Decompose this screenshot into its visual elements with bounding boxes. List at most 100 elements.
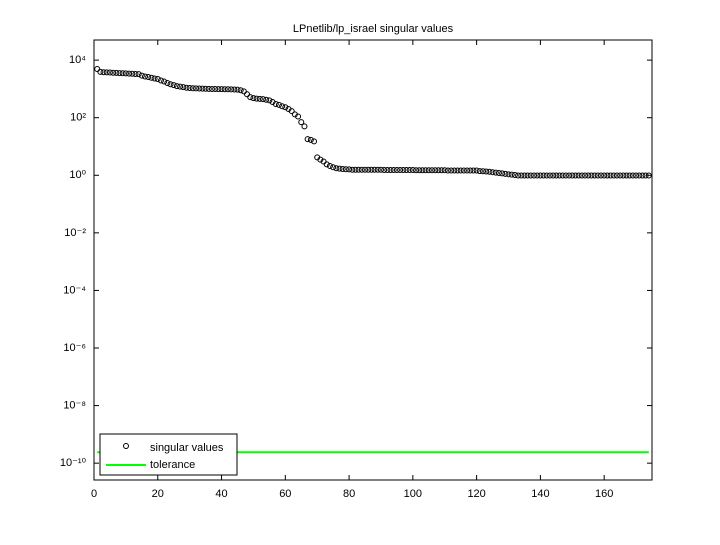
data-point xyxy=(282,104,289,111)
data-point xyxy=(355,166,362,173)
data-point xyxy=(527,172,534,179)
data-point xyxy=(511,172,518,179)
data-point xyxy=(642,172,649,179)
data-point xyxy=(129,70,136,77)
data-point xyxy=(467,167,474,174)
data-point xyxy=(167,81,174,88)
data-point xyxy=(639,172,646,179)
data-point xyxy=(247,94,254,101)
data-point xyxy=(562,172,569,179)
y-tick-label: 10⁰ xyxy=(69,169,86,181)
data-point xyxy=(199,85,206,92)
data-point xyxy=(397,167,404,174)
data-point xyxy=(228,86,235,93)
data-point xyxy=(122,70,129,77)
data-point xyxy=(470,167,477,174)
data-point xyxy=(224,86,231,93)
x-tick-label: 80 xyxy=(343,488,355,500)
data-point xyxy=(381,167,388,174)
data-point xyxy=(180,84,187,91)
data-point xyxy=(272,100,279,107)
data-point xyxy=(157,77,164,84)
legend-label: tolerance xyxy=(150,459,195,471)
data-point xyxy=(358,166,365,173)
data-point xyxy=(377,166,384,173)
data-point xyxy=(457,167,464,174)
data-point xyxy=(636,172,643,179)
data-point xyxy=(215,86,222,93)
data-point xyxy=(330,164,337,171)
data-point xyxy=(269,99,276,106)
data-point xyxy=(486,168,493,175)
y-tick-label: 10⁻¹⁰ xyxy=(60,457,87,469)
x-tick-label: 140 xyxy=(531,488,549,500)
data-point xyxy=(113,69,120,76)
data-point xyxy=(371,166,378,173)
data-point xyxy=(384,167,391,174)
data-point xyxy=(435,167,442,174)
data-point xyxy=(311,138,318,145)
data-point xyxy=(374,166,381,173)
data-point xyxy=(553,172,560,179)
data-point xyxy=(448,167,455,174)
data-point xyxy=(301,123,308,130)
data-point xyxy=(189,85,196,92)
data-point xyxy=(591,172,598,179)
data-point xyxy=(416,167,423,174)
x-tick-label: 20 xyxy=(152,488,164,500)
x-tick-label: 60 xyxy=(279,488,291,500)
data-point xyxy=(186,84,193,91)
data-point xyxy=(588,172,595,179)
data-point xyxy=(116,70,123,77)
data-point xyxy=(333,165,340,172)
data-point xyxy=(145,73,152,80)
data-point xyxy=(205,85,212,92)
data-point xyxy=(234,86,241,93)
data-point xyxy=(409,167,416,174)
data-point xyxy=(438,167,445,174)
data-point xyxy=(633,172,640,179)
y-tick-label: 10⁻² xyxy=(64,227,86,239)
data-point xyxy=(403,167,410,174)
data-point xyxy=(365,166,372,173)
data-point xyxy=(259,96,266,103)
data-point xyxy=(326,162,333,169)
data-point xyxy=(208,85,215,92)
data-point xyxy=(626,172,633,179)
data-point xyxy=(339,166,346,173)
data-point xyxy=(177,83,184,90)
data-point xyxy=(295,113,302,120)
data-point xyxy=(279,103,286,110)
data-point xyxy=(559,172,566,179)
data-point xyxy=(578,172,585,179)
data-point xyxy=(607,172,614,179)
x-tick-label: 120 xyxy=(467,488,485,500)
data-point xyxy=(170,82,177,89)
data-point xyxy=(97,68,104,75)
data-point xyxy=(132,70,139,77)
data-point xyxy=(106,69,113,76)
data-point xyxy=(352,166,359,173)
data-point xyxy=(288,108,295,115)
x-tick-label: 0 xyxy=(91,488,97,500)
data-point xyxy=(138,72,145,79)
data-point xyxy=(390,167,397,174)
data-point xyxy=(585,172,592,179)
data-point xyxy=(540,172,547,179)
y-tick-label: 10⁻⁸ xyxy=(63,399,86,411)
data-point xyxy=(521,172,528,179)
data-point xyxy=(349,166,356,173)
data-point xyxy=(126,70,133,77)
data-point xyxy=(221,86,228,93)
data-point xyxy=(151,75,158,82)
data-point xyxy=(569,172,576,179)
data-point xyxy=(543,172,550,179)
data-point xyxy=(604,172,611,179)
data-point xyxy=(601,172,608,179)
data-point xyxy=(110,69,117,76)
data-point xyxy=(518,172,525,179)
data-point xyxy=(419,167,426,174)
data-point xyxy=(489,169,496,176)
data-point xyxy=(298,119,305,126)
data-point xyxy=(387,167,394,174)
